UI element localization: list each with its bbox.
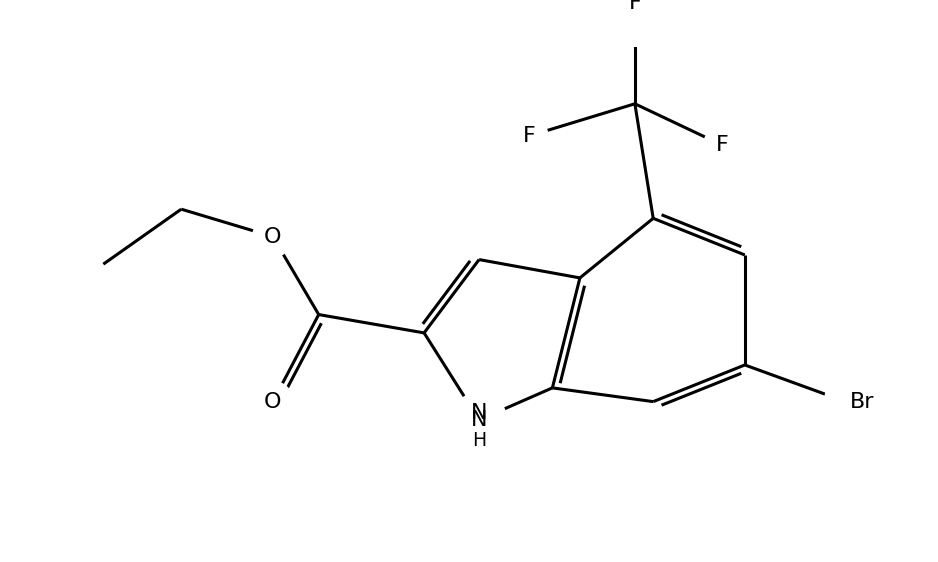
Text: O: O [265,392,281,411]
Text: F: F [523,126,536,146]
Text: O: O [265,226,281,247]
Circle shape [825,370,888,434]
Circle shape [616,0,653,21]
Text: F: F [716,135,728,155]
Circle shape [252,216,293,257]
Text: N: N [471,402,488,423]
Text: F: F [628,0,642,13]
Circle shape [704,126,740,164]
Text: N: N [471,410,488,430]
Circle shape [511,117,548,154]
Text: H: H [472,430,486,450]
Circle shape [459,400,499,440]
Circle shape [451,392,507,447]
Text: Br: Br [850,392,875,411]
Circle shape [252,382,293,422]
